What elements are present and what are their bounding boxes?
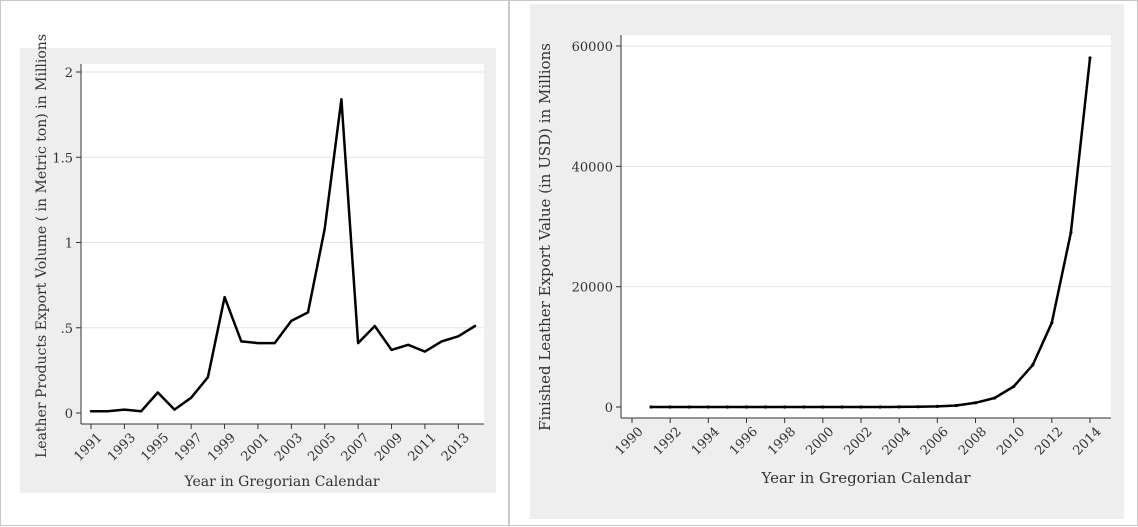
data-point [878,405,882,409]
x-axis-title: Year in Gregorian Calendar [760,469,971,487]
data-point [859,405,863,409]
y-tick-label: 1.5 [52,151,73,166]
data-point [992,396,997,400]
data-point [649,405,653,409]
series-polyline [649,56,1092,409]
grid-lines [621,45,1111,288]
grid-lines [81,71,484,329]
data-point [687,405,691,409]
x-axis-title: Year in Gregorian Calendar [183,474,379,490]
data-point [935,404,939,408]
data-point [1012,384,1016,389]
data-point [744,405,749,409]
data-point [1088,56,1092,60]
y-tick-label: .5 [61,322,73,337]
data-point [821,405,825,409]
data-point [763,405,768,409]
y-ticks: 0 20000 40000 60000 [572,40,621,416]
y-axis-title: Leather Products Export Volume ( in Metr… [34,34,50,458]
plot-area [621,35,1111,418]
data-point [1031,363,1035,367]
y-tick-label: 20000 [572,281,613,296]
data-point [1069,230,1073,235]
y-tick-label: 0 [65,407,73,422]
data-point [725,405,730,409]
series-line [649,56,1092,409]
leather-products-volume-chart: 0.511.52 1991 1993 1995 1997 1999 2001 2003 200… [20,34,496,493]
y-axis-title: Finished Leather Export Value (in USD) i… [536,43,554,431]
data-point [1050,321,1054,325]
plot-area [81,64,484,424]
data-point [802,405,806,409]
right-chart-panel: 0 20000 40000 60000 1990 1992 1994 1996 1998 200… [509,0,1138,526]
y-tick-label: 2 [65,66,73,81]
data-point [668,405,672,409]
data-point [973,401,978,405]
y-tick-label: 1 [65,237,73,252]
data-point [783,405,787,409]
y-tick-label: 40000 [572,160,613,175]
series-polyline [89,98,477,413]
y-tick-label: 60000 [572,40,613,55]
data-point [706,405,710,409]
y-tick-label: 0 [605,401,613,416]
y-ticks: 0 .5 1 1.5 2 [52,66,81,422]
data-point [897,405,901,409]
left-chart-panel: 0.5 1 1.5 2 1991 1993 1995 1997 1999 2001 2003 200… [0,0,509,526]
data-point [916,405,920,409]
data-point [954,403,959,408]
series-line [89,98,477,413]
data-point [840,405,844,409]
